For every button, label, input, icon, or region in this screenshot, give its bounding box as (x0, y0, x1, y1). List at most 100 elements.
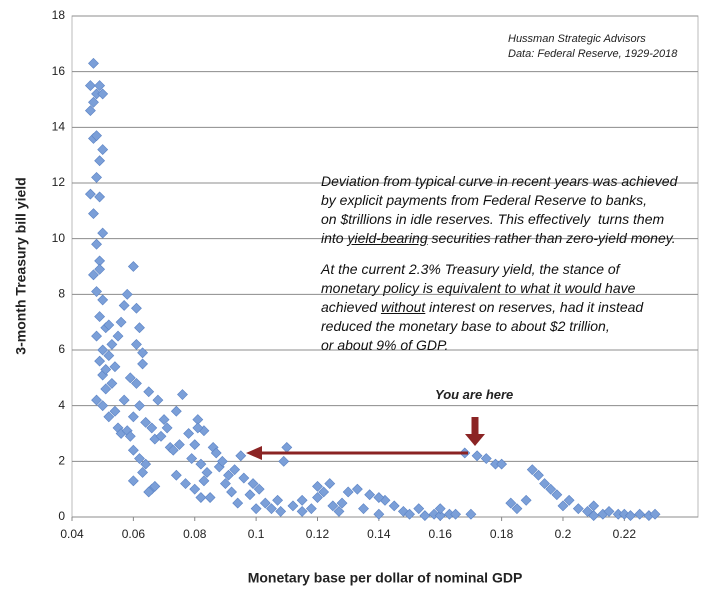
point (149, 480, 161, 492)
annotation-line: on $trillions in idle reserves. This eff… (321, 210, 677, 229)
point (216, 455, 228, 467)
point (91, 130, 102, 142)
point (143, 386, 155, 398)
point (131, 302, 142, 314)
point (106, 377, 118, 389)
point (397, 506, 409, 517)
point (84, 188, 96, 200)
point (336, 497, 348, 509)
point (131, 339, 142, 350)
x-tick-label: 0.2 (555, 527, 572, 541)
point (127, 411, 139, 423)
point (465, 508, 477, 520)
point (413, 503, 425, 515)
point (342, 486, 354, 498)
point (88, 269, 99, 281)
y-axis-title: 3-month Treasury bill yield (13, 177, 29, 354)
arrow-head (246, 446, 262, 460)
point (134, 322, 145, 334)
point (192, 422, 204, 434)
point (173, 439, 185, 451)
point (358, 503, 369, 515)
point (143, 486, 155, 498)
point (312, 492, 323, 503)
point (296, 494, 308, 506)
point (177, 389, 188, 400)
point (563, 494, 575, 506)
annotation-text: by explicit payments from Federal Reserv… (321, 192, 648, 208)
point (266, 503, 277, 515)
point (88, 57, 99, 69)
point (404, 508, 415, 520)
point (287, 500, 299, 512)
point (97, 88, 109, 100)
annotation-line: Deviation from typical curve in recent y… (321, 172, 677, 191)
point (180, 478, 191, 490)
point (634, 508, 646, 520)
point (351, 483, 363, 495)
point (223, 469, 234, 481)
point (250, 503, 262, 515)
point (124, 372, 136, 384)
point (106, 339, 118, 350)
y-tick-label: 8 (58, 287, 65, 301)
annotation-text: yield-bearing (347, 230, 428, 246)
arrow-head (465, 434, 485, 446)
point (137, 358, 149, 370)
x-tick-label: 0.1 (248, 527, 265, 541)
point (220, 478, 231, 490)
point (545, 483, 557, 495)
point (272, 494, 284, 506)
point (170, 469, 182, 481)
annotation-text: without (380, 299, 426, 315)
point (84, 105, 96, 117)
point (247, 478, 259, 490)
point (124, 430, 136, 442)
annotation-text: At the current 2.3% Treasury yield, the … (321, 261, 620, 277)
point (195, 458, 207, 470)
point (318, 486, 330, 498)
point (526, 464, 538, 476)
point (94, 263, 106, 275)
x-tick-label: 0.16 (429, 527, 453, 541)
y-tick-label: 4 (58, 398, 65, 412)
marker-label: You are here (435, 387, 513, 402)
point (84, 80, 96, 92)
annotation-text: reduced the monetary base to about $2 tr… (321, 318, 610, 334)
y-tick-label: 10 (52, 231, 66, 245)
y-tick-label: 16 (52, 64, 66, 78)
point (480, 453, 492, 464)
point (94, 311, 106, 323)
point (625, 510, 636, 522)
source-note: Data: Federal Reserve, 1929-2018 (508, 48, 678, 60)
annotation-text: on $trillions in idle reserves. This eff… (321, 211, 665, 227)
point (253, 483, 265, 495)
point (505, 497, 517, 509)
point (281, 441, 293, 453)
x-tick-label: 0.04 (60, 527, 84, 541)
point (137, 347, 149, 359)
arrow (246, 417, 485, 460)
point (100, 383, 112, 395)
x-tick-label: 0.18 (490, 527, 514, 541)
point (189, 439, 201, 451)
point (471, 450, 483, 462)
annotation-line: into yield-bearing securities rather tha… (321, 229, 677, 248)
point (259, 497, 271, 509)
point (312, 480, 323, 492)
point (140, 458, 152, 470)
point (158, 414, 170, 426)
point (238, 472, 250, 484)
annotation-text: securities rather than zero-yield money. (427, 230, 676, 246)
point (364, 489, 376, 501)
x-axis-title: Monetary base per dollar of nominal GDP (248, 570, 523, 586)
point (134, 453, 145, 464)
annotation-text: into (321, 230, 348, 246)
point (533, 469, 544, 481)
point (118, 300, 130, 311)
point (373, 492, 385, 503)
source-note: Hussman Strategic Advisors (508, 33, 646, 45)
annotation-line: reduced the monetary base to about $2 tr… (321, 317, 677, 336)
point (649, 508, 661, 520)
point (94, 355, 106, 367)
